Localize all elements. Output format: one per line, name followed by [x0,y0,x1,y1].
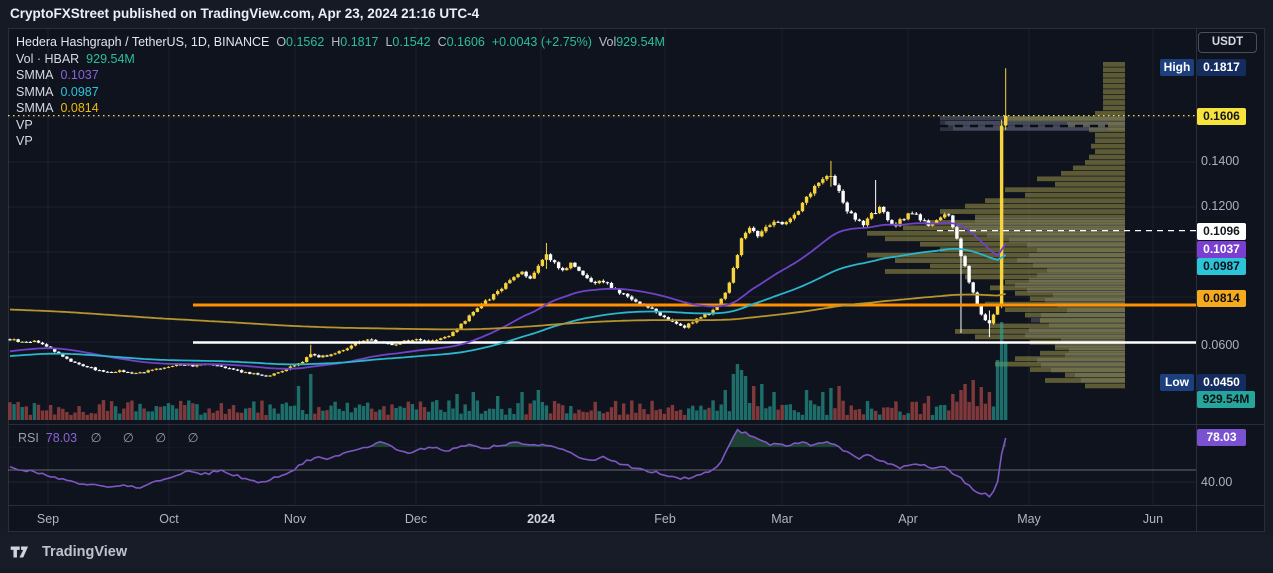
volume-price-badge: 929.54M [1197,390,1255,408]
time-axis[interactable]: Sep Oct Nov Dec 2024 Feb Mar Apr May Jun [8,506,1196,532]
time-axis-label-sep: Sep [36,512,60,526]
change-value: +0.0043 (+2.75%) [491,35,592,49]
smma-slow-value: 0.0814 [60,101,99,115]
smma-slow-row[interactable]: SMMA 0.0814 [16,100,665,117]
level-line-price-badge: 0.1096 [1197,222,1246,240]
smma-mid-label: SMMA [16,84,54,99]
time-axis-label-nov: Nov [283,512,307,526]
vol-value: 929.54M [616,35,665,49]
smma-slow-label: SMMA [16,101,54,115]
time-axis-label-jun: Jun [1142,512,1164,526]
high-side-badge: High [1160,58,1194,76]
time-axis-label-2024: 2024 [527,512,555,526]
time-axis-label-dec: Dec [404,512,428,526]
price-scale-separator[interactable] [1196,28,1197,532]
volume-indicator-row[interactable]: Vol · HBAR 929.54M [16,51,665,68]
high-price-badge: 0.1817 [1197,58,1246,76]
rsi-value: 78.03 [45,431,78,445]
close-value: 0.1606 [446,35,485,49]
smma-fast-value: 0.1037 [60,68,99,82]
footer-bar: TradingView [0,535,1273,568]
high-label: H [331,35,341,49]
price-axis-label: 0.0600 [1201,338,1240,352]
low-price-badge: 0.0450 [1197,373,1246,391]
open-label: O [276,35,287,49]
high-value: 0.1817 [340,35,379,49]
rsi-label: RSI [18,431,39,445]
smma-mid-row[interactable]: SMMA 0.0987 [16,84,665,101]
currency-toggle-button[interactable]: USDT [1198,32,1257,53]
price-scale[interactable]: USDT 0.1400 0.1200 0.0600 0.1817 High 0.1606 0… [1160,28,1265,532]
rsi-value-badge: 78.03 [1197,428,1246,446]
low-value: 0.1542 [392,35,431,49]
time-axis-label-feb: Feb [654,512,676,526]
symbol-legend-row[interactable]: Hedera Hashgraph / TetherUS, 1D, BINANCE… [16,34,665,51]
pane-resize-separator[interactable] [8,424,1265,425]
time-axis-label-may: May [1017,512,1041,526]
smma-fast-price-badge: 0.1037 [1197,240,1246,258]
vol-label: Vol [598,35,617,49]
price-axis-label: 0.1400 [1201,154,1240,168]
rsi-legend-row[interactable]: RSI 78.03 ∅ ∅ ∅ ∅ [18,430,208,445]
vp-row-1[interactable]: VP [16,117,665,134]
smma-fast-row[interactable]: SMMA 0.1037 [16,67,665,84]
symbol-title[interactable]: Hedera Hashgraph / TetherUS, 1D, BINANCE [16,35,270,49]
smma-mid-price-badge: 0.0987 [1197,257,1246,275]
tradingview-logo-icon[interactable] [10,544,35,560]
vp-label-1: VP [16,117,33,132]
vp-label-2: VP [16,134,33,148]
published-bar: CryptoFXStreet published on TradingView.… [0,0,1273,28]
rsi-level-label: 40.00 [1201,475,1233,489]
published-text: CryptoFXStreet published on TradingView.… [10,6,480,21]
last-price-price-badge: 0.1606 [1197,107,1246,125]
smma-slow-price-badge: 0.0814 [1197,289,1246,307]
close-label: C [437,35,447,49]
time-axis-separator [8,505,1265,506]
rsi-empty-values: ∅ ∅ ∅ ∅ [90,431,208,445]
vp-row-2[interactable]: VP [16,133,665,150]
time-axis-label-oct: Oct [159,512,179,526]
open-value: 0.1562 [286,35,325,49]
smma-fast-label: SMMA [16,68,54,82]
low-side-badge: Low [1160,373,1194,391]
volume-indicator-value: 929.54M [86,51,135,66]
chart-legend: Hedera Hashgraph / TetherUS, 1D, BINANCE… [16,34,665,150]
smma-mid-value: 0.0987 [60,84,99,99]
low-label: L [385,35,393,49]
footer-brand[interactable]: TradingView [42,543,128,560]
price-axis-label: 0.1200 [1201,199,1240,213]
time-axis-label-mar: Mar [771,512,793,526]
volume-indicator-label: Vol · HBAR [16,51,80,66]
time-axis-label-apr: Apr [898,512,918,526]
